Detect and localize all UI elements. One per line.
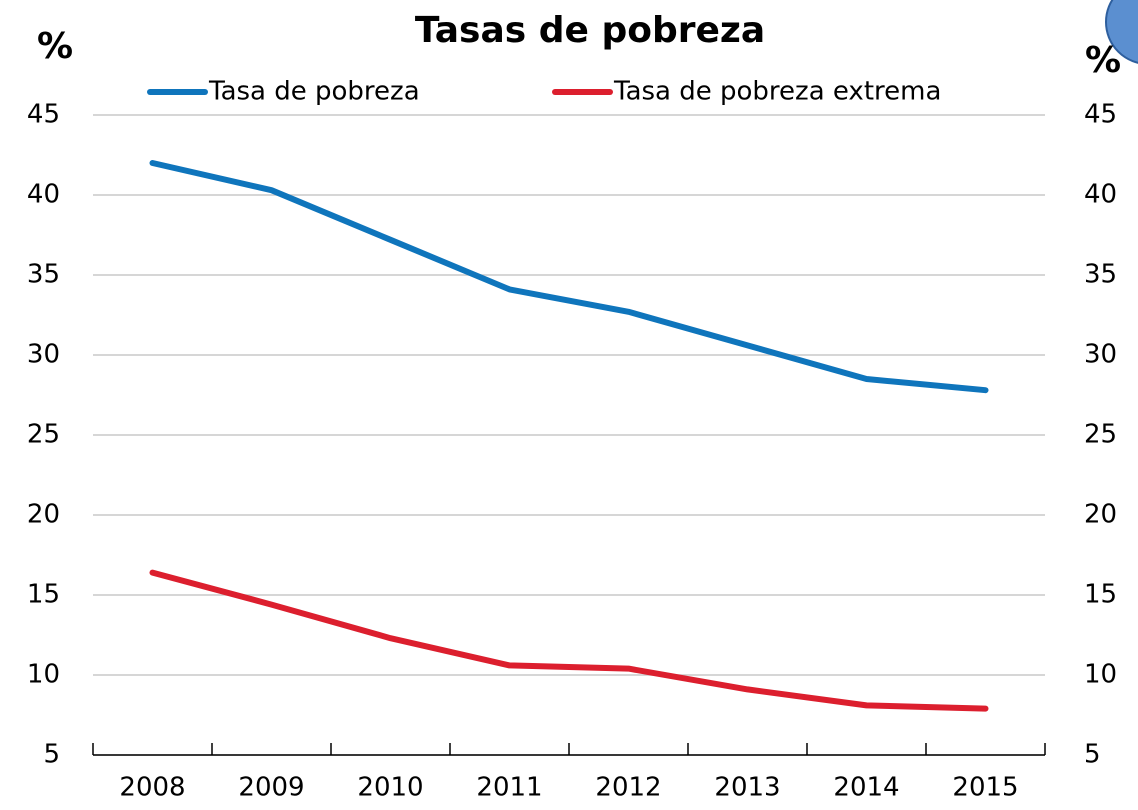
x-tick-label: 2008 <box>119 773 185 803</box>
x-tick-label: 2010 <box>357 773 423 803</box>
y2-tick-label: 25 <box>1084 420 1117 450</box>
series-line <box>149 160 989 394</box>
y-tick-label: 30 <box>27 340 60 370</box>
y-tick-label: 40 <box>27 180 60 210</box>
legend-label: Tasa de pobreza <box>208 77 420 107</box>
x-tick-label: 2014 <box>833 773 899 803</box>
series-line <box>149 569 989 712</box>
y-axis-label: % <box>37 26 73 67</box>
y-tick-label: 35 <box>27 260 60 290</box>
y-tick-label: 15 <box>27 580 60 610</box>
y-tick-label: 10 <box>27 660 60 690</box>
y-tick-label: 25 <box>27 420 60 450</box>
chart-title: Tasas de pobreza <box>415 10 765 51</box>
y2-tick-label: 40 <box>1084 180 1117 210</box>
x-tick-label: 2013 <box>714 773 780 803</box>
y-tick-label: 5 <box>43 740 60 770</box>
y2-tick-label: 5 <box>1084 740 1101 770</box>
y2-tick-label: 15 <box>1084 580 1117 610</box>
y2-tick-label: 45 <box>1084 100 1117 130</box>
y-tick-label: 20 <box>27 500 60 530</box>
y2-axis-label: % <box>1085 40 1121 81</box>
x-tick-label: 2011 <box>476 773 542 803</box>
y2-tick-label: 10 <box>1084 660 1117 690</box>
decorative-circle <box>1105 0 1138 64</box>
legend-label: Tasa de pobreza extrema <box>613 77 941 107</box>
y-tick-label: 45 <box>27 100 60 130</box>
y2-tick-label: 35 <box>1084 260 1117 290</box>
y2-tick-label: 30 <box>1084 340 1117 370</box>
x-tick-label: 2015 <box>952 773 1018 803</box>
y2-tick-label: 20 <box>1084 500 1117 530</box>
x-tick-label: 2009 <box>238 773 304 803</box>
x-tick-label: 2012 <box>595 773 661 803</box>
